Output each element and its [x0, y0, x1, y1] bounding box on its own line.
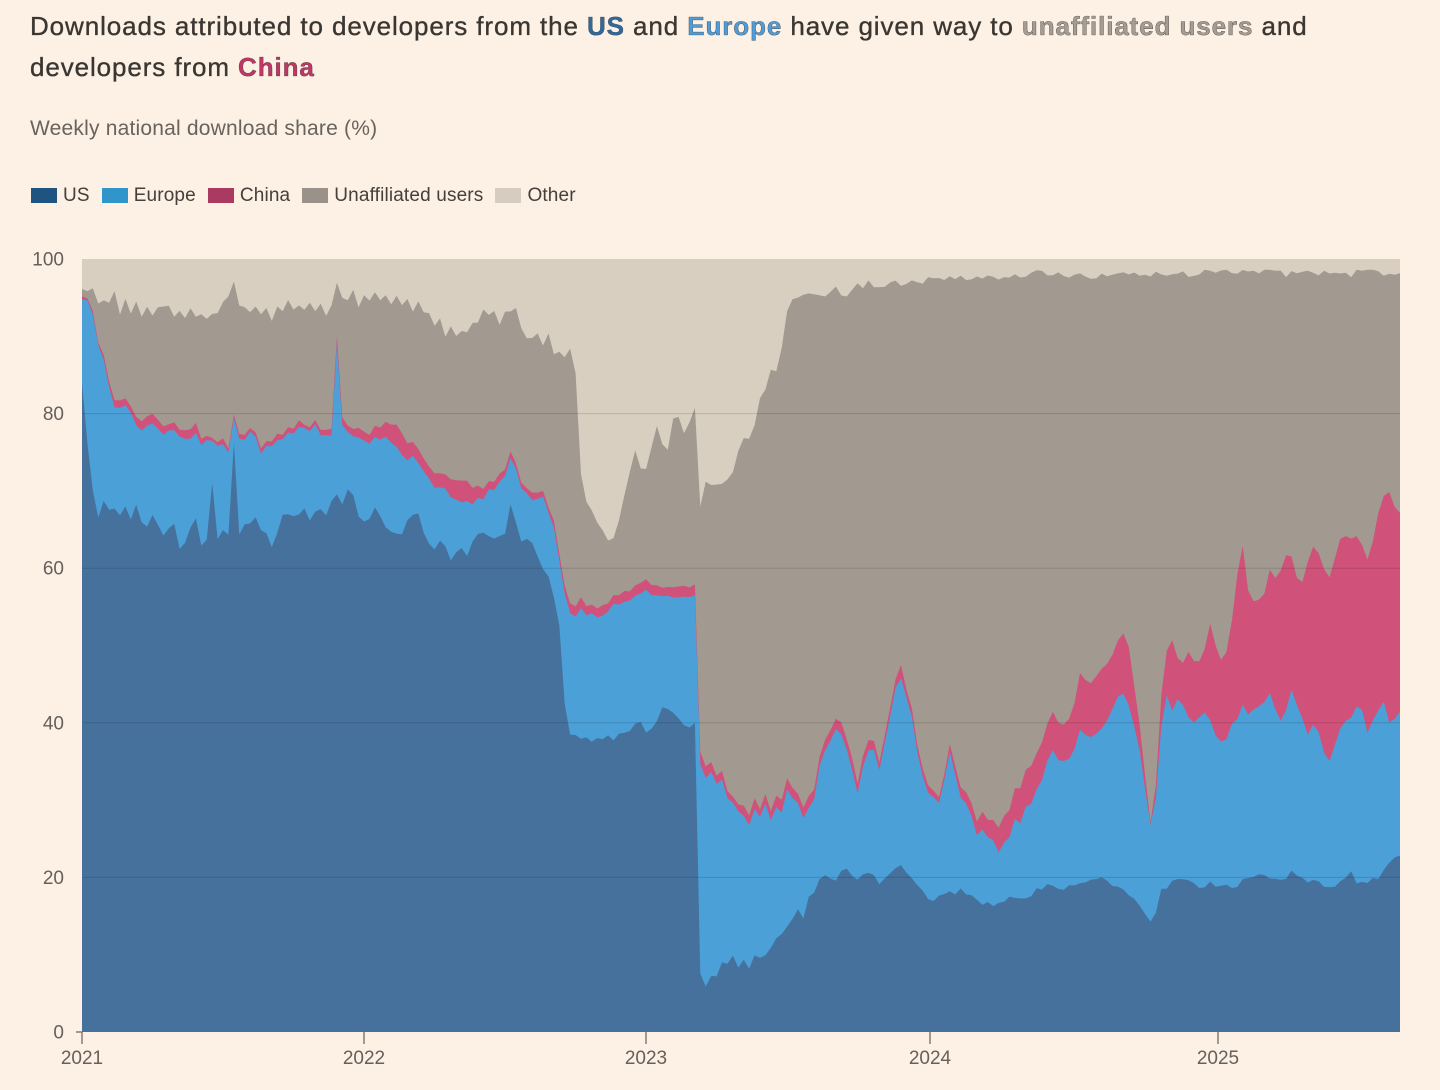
svg-text:2023: 2023	[625, 1048, 667, 1069]
svg-text:20: 20	[43, 868, 64, 889]
svg-text:2021: 2021	[61, 1048, 103, 1069]
svg-text:100: 100	[32, 250, 64, 271]
svg-text:0: 0	[53, 1023, 64, 1044]
svg-text:2022: 2022	[343, 1048, 385, 1069]
svg-text:80: 80	[43, 404, 64, 425]
svg-text:2024: 2024	[909, 1048, 952, 1069]
svg-text:2025: 2025	[1197, 1048, 1239, 1069]
svg-text:40: 40	[43, 713, 64, 734]
svg-text:60: 60	[43, 559, 64, 580]
